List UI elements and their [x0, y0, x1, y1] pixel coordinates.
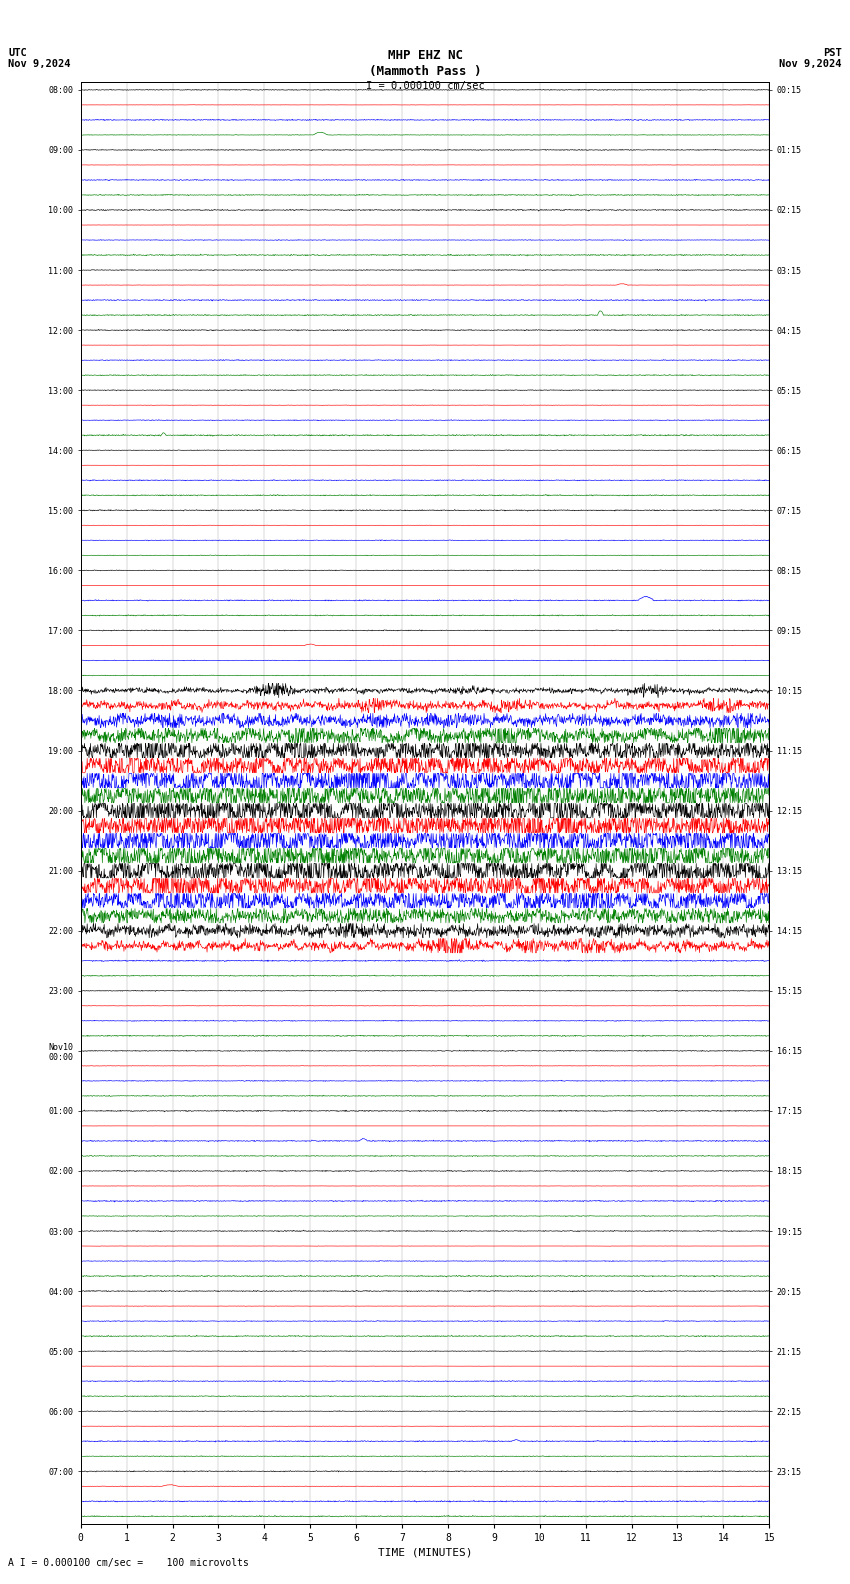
- Text: Nov 9,2024: Nov 9,2024: [779, 59, 842, 68]
- Text: I = 0.000100 cm/sec: I = 0.000100 cm/sec: [366, 81, 484, 90]
- X-axis label: TIME (MINUTES): TIME (MINUTES): [377, 1548, 473, 1557]
- Text: PST: PST: [823, 48, 842, 57]
- Text: A I = 0.000100 cm/sec =    100 microvolts: A I = 0.000100 cm/sec = 100 microvolts: [8, 1559, 249, 1568]
- Text: MHP EHZ NC: MHP EHZ NC: [388, 49, 462, 62]
- Text: (Mammoth Pass ): (Mammoth Pass ): [369, 65, 481, 78]
- Text: UTC: UTC: [8, 48, 27, 57]
- Text: Nov 9,2024: Nov 9,2024: [8, 59, 71, 68]
